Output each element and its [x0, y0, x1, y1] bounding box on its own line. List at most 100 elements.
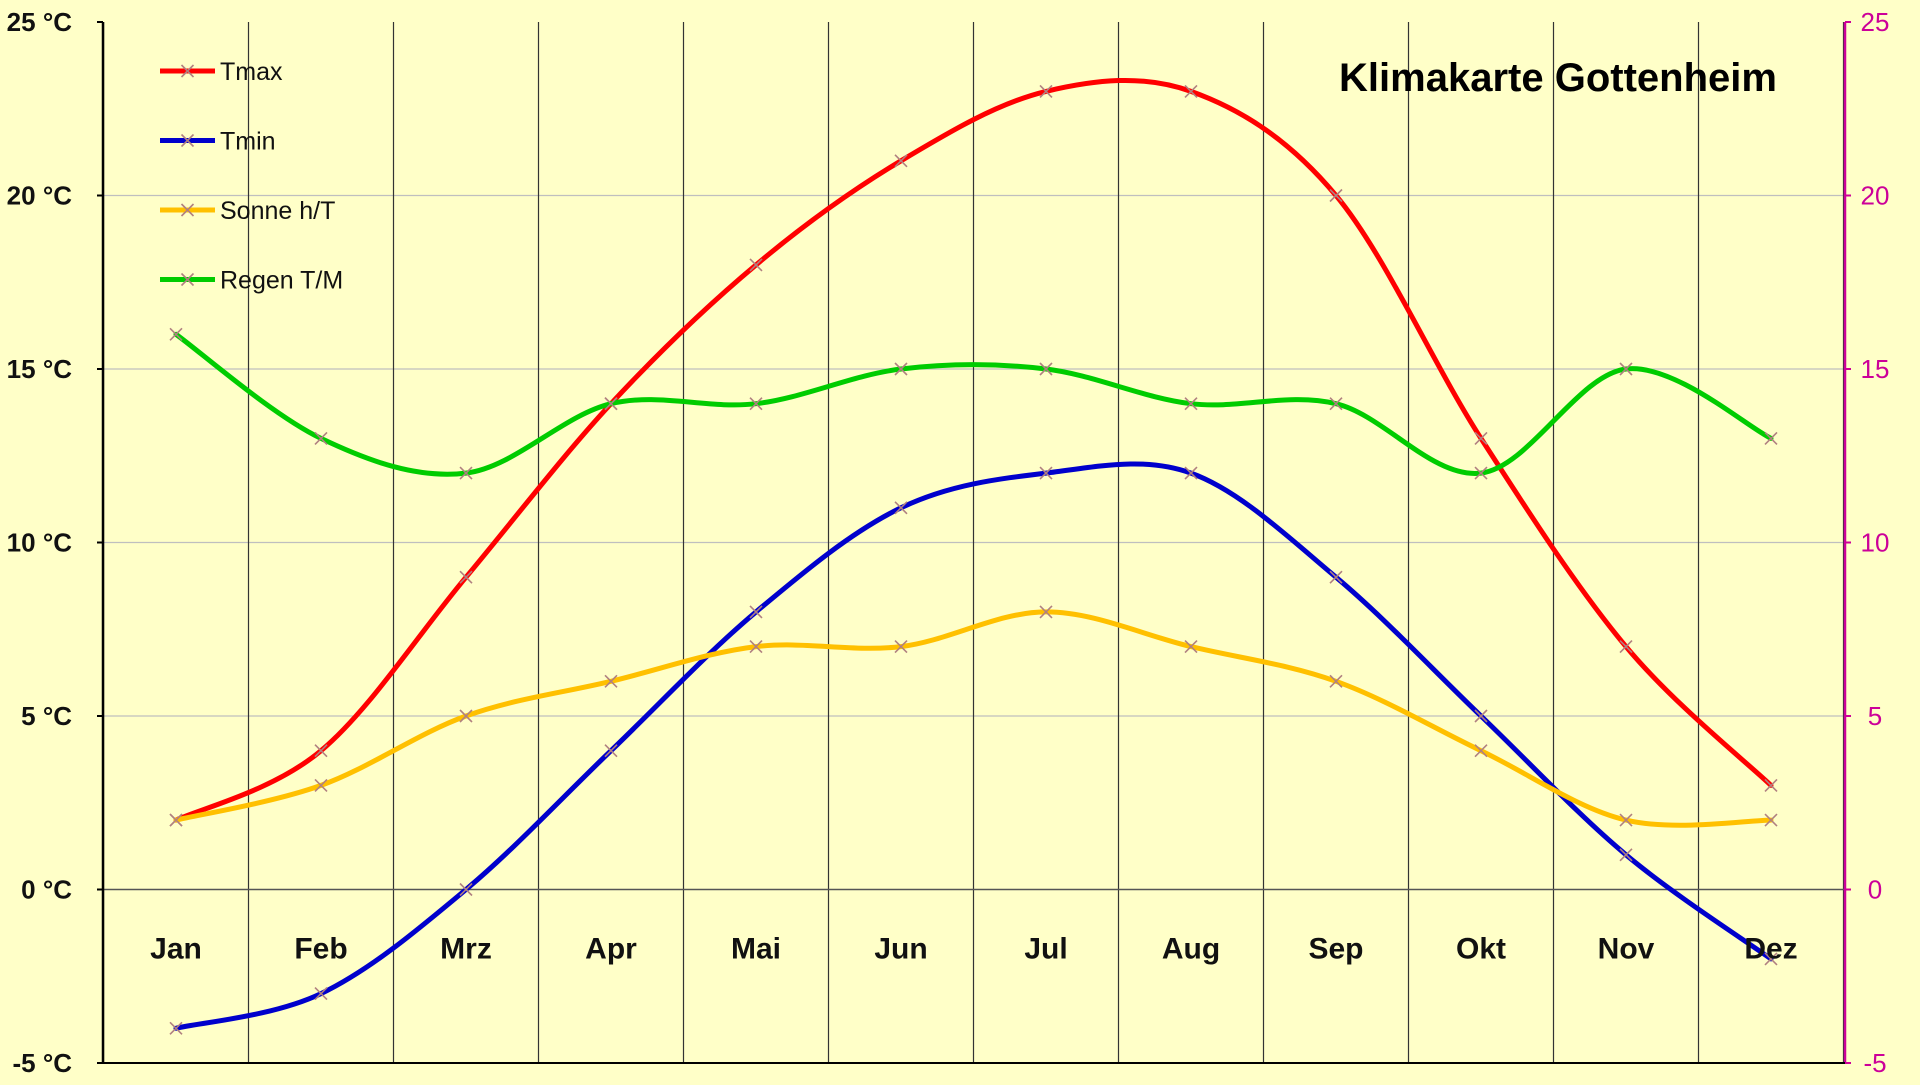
right-tick-label: -5 — [1863, 1048, 1886, 1078]
data-point-tmax — [314, 744, 328, 758]
marker-stroke — [1764, 778, 1778, 792]
left-tick-label: 15 °C — [7, 354, 73, 384]
series-line-regen-t-m — [173, 331, 1774, 477]
left-tick-label: 20 °C — [7, 181, 73, 211]
category-label: Jan — [150, 933, 202, 966]
marker-stroke — [1184, 84, 1198, 98]
series-layer — [169, 77, 1778, 1035]
data-point-regen-t-m — [1764, 431, 1778, 445]
marker-stroke — [604, 674, 618, 688]
series-line-sonne-h-t — [173, 609, 1774, 828]
legend-label: Regen T/M — [220, 267, 343, 295]
marker-stroke — [604, 744, 618, 758]
data-point-tmax — [459, 570, 473, 584]
data-point-sonne-h-t — [1039, 605, 1053, 619]
data-point-sonne-h-t — [894, 640, 908, 654]
marker-stroke — [1474, 744, 1488, 758]
category-label: Nov — [1598, 933, 1655, 966]
data-point-tmax — [1184, 84, 1198, 98]
data-point-tmin — [1764, 952, 1778, 966]
legend-marker — [180, 64, 195, 78]
marker-stroke — [1039, 362, 1053, 376]
data-point-sonne-h-t — [1474, 744, 1488, 758]
marker-stroke — [749, 605, 763, 619]
data-point-tmin — [314, 987, 328, 1001]
marker-stroke — [1329, 397, 1343, 411]
data-point-tmax — [749, 258, 763, 272]
legend-label: Tmax — [220, 58, 283, 86]
left-tick-label: 25 °C — [7, 7, 73, 37]
legend: Tmax Tmin Sonne h/T Regen T/M — [160, 58, 343, 295]
data-point-regen-t-m — [169, 327, 183, 341]
marker-stroke — [1329, 674, 1343, 688]
data-point-sonne-h-t — [459, 709, 473, 723]
data-point-tmin — [1329, 570, 1343, 584]
data-point-tmin — [894, 501, 908, 515]
data-point-sonne-h-t — [169, 813, 183, 827]
marker-stroke — [749, 397, 763, 411]
marker-stroke — [1039, 605, 1053, 619]
category-label: Mai — [731, 933, 781, 966]
marker-stroke — [1764, 431, 1778, 445]
marker-stroke — [1764, 813, 1778, 827]
data-point-tmin — [749, 605, 763, 619]
data-point-tmax — [1039, 84, 1053, 98]
label-layer: -5 °C 0 °C 5 °C 10 °C 15 °C 20 °C 25 °C -5 0 5 10 1… — [7, 7, 1890, 1078]
data-point-sonne-h-t — [1619, 813, 1633, 827]
marker-stroke — [1619, 362, 1633, 376]
marker-stroke — [169, 813, 183, 827]
data-point-tmin — [604, 744, 618, 758]
marker-stroke — [314, 431, 328, 445]
data-point-tmax — [1764, 778, 1778, 792]
marker-stroke — [314, 778, 328, 792]
right-tick-label: 15 — [1861, 354, 1890, 384]
data-point-regen-t-m — [604, 397, 618, 411]
legend-marker — [180, 203, 195, 217]
data-point-tmax — [894, 154, 908, 168]
series-line-tmax — [173, 77, 1774, 823]
data-point-sonne-h-t — [604, 674, 618, 688]
data-point-regen-t-m — [1184, 397, 1198, 411]
data-point-tmax — [1329, 188, 1343, 203]
data-point-tmax — [1474, 431, 1488, 445]
left-tick-label: -5 °C — [12, 1048, 72, 1078]
legend-item-tmin: Tmin — [160, 128, 276, 156]
marker-stroke — [1039, 466, 1053, 480]
marker-stroke — [459, 466, 473, 480]
right-tick-label: 20 — [1861, 181, 1890, 211]
marker-stroke — [894, 362, 908, 376]
data-point-tmin — [169, 1021, 183, 1035]
data-point-regen-t-m — [749, 397, 763, 411]
legend-item-tmax: Tmax — [160, 58, 283, 86]
marker-stroke — [1184, 640, 1198, 654]
data-point-sonne-h-t — [1329, 674, 1343, 688]
legend-label: Tmin — [220, 128, 276, 156]
category-label: Feb — [294, 933, 347, 966]
marker-stroke — [1619, 848, 1633, 862]
right-tick-label: 10 — [1861, 528, 1890, 558]
data-point-tmin — [459, 882, 473, 897]
marker-stroke — [1474, 431, 1488, 445]
marker-stroke — [314, 987, 328, 1001]
data-point-regen-t-m — [1474, 466, 1488, 480]
data-point-regen-t-m — [1039, 362, 1053, 376]
marker-stroke — [894, 501, 908, 515]
marker-stroke — [169, 1021, 183, 1035]
category-label: Aug — [1162, 933, 1220, 966]
chart-title: Klimakarte Gottenheim — [1339, 56, 1777, 100]
category-label: Sep — [1308, 933, 1363, 966]
category-label: Okt — [1456, 933, 1506, 966]
legend-item-regen-t-m: Regen T/M — [160, 267, 343, 295]
right-tick-label: 0 — [1868, 875, 1882, 905]
right-tick-label: 5 — [1868, 701, 1882, 731]
marker-stroke — [1039, 84, 1053, 98]
data-point-tmax — [1619, 640, 1633, 654]
category-label: Apr — [585, 933, 637, 966]
legend-label: Sonne h/T — [220, 197, 335, 225]
legend-marker — [180, 272, 195, 287]
category-label: Jul — [1024, 933, 1067, 966]
left-tick-label: 10 °C — [7, 528, 73, 558]
